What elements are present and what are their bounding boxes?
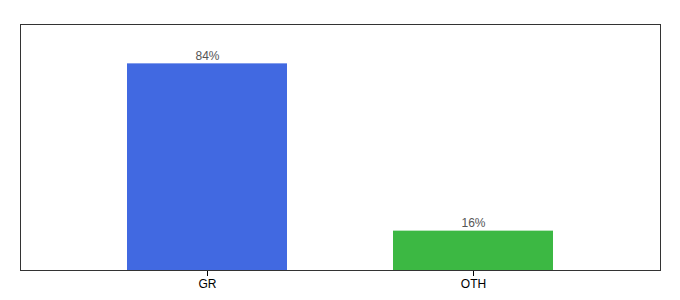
svg-text:16%: 16% [461, 216, 485, 230]
svg-text:OTH: OTH [461, 277, 486, 291]
svg-text:84%: 84% [195, 49, 219, 63]
svg-text:GR: GR [199, 277, 217, 291]
